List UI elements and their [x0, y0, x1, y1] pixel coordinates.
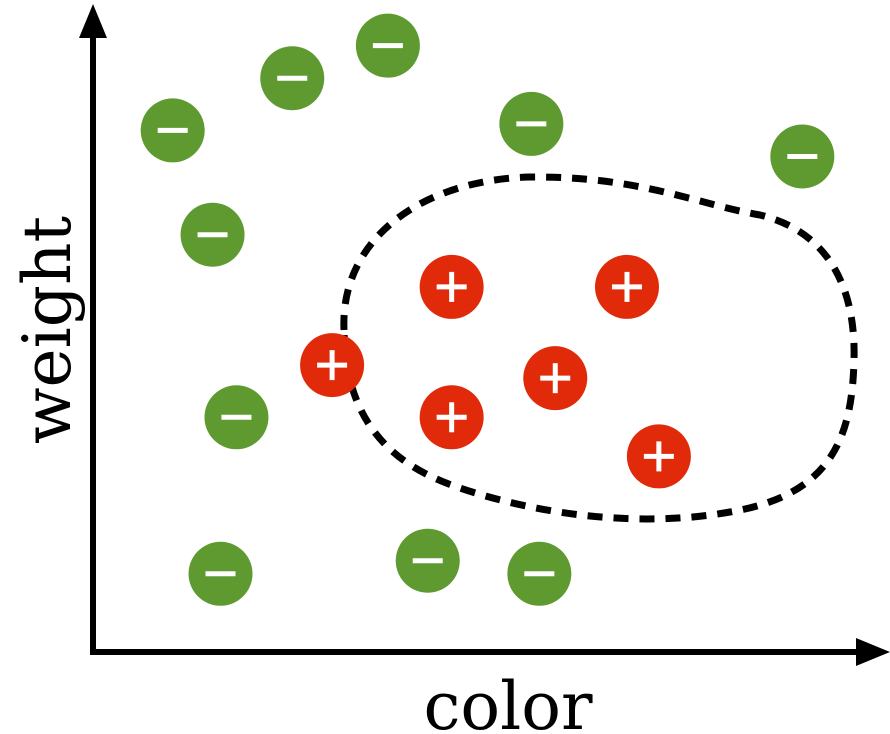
- positive-point: [419, 254, 484, 319]
- negative-point: [140, 98, 205, 163]
- negative-point: [188, 541, 253, 606]
- positive-point: [594, 254, 659, 319]
- x-axis-arrowhead: [856, 638, 890, 666]
- negative-point: [499, 91, 564, 156]
- positive-point: [523, 346, 588, 411]
- decision-boundary: [340, 173, 858, 523]
- negative-point: [770, 124, 835, 189]
- axes: [79, 4, 890, 666]
- data-points: [140, 13, 835, 606]
- positive-point: [300, 333, 365, 398]
- y-axis-arrowhead: [79, 4, 107, 38]
- positive-point: [626, 424, 691, 489]
- y-axis-label: weight: [9, 216, 86, 444]
- negative-point: [260, 46, 325, 111]
- negative-point: [180, 202, 245, 267]
- x-axis-label: color: [423, 668, 593, 734]
- negative-point: [507, 541, 572, 606]
- negative-point: [355, 13, 420, 78]
- negative-point: [395, 528, 460, 593]
- positive-point: [419, 385, 484, 450]
- negative-point: [204, 385, 269, 450]
